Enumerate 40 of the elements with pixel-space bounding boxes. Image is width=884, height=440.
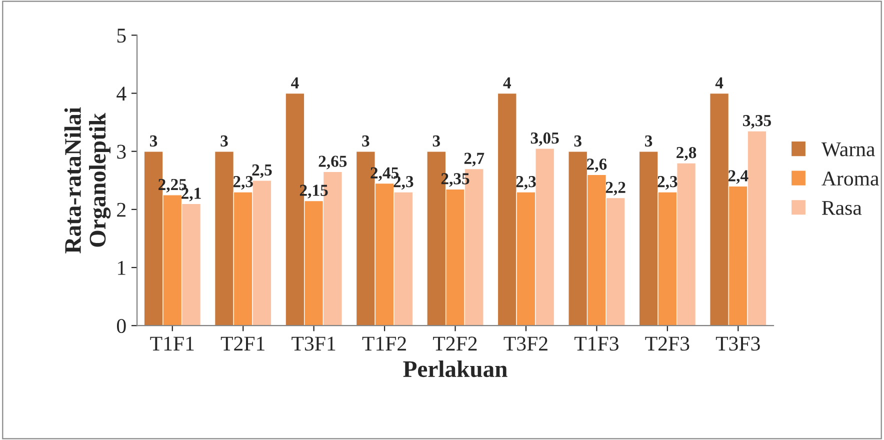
data-label: 2,2 (606, 182, 626, 196)
y-tick-label: 4 (116, 86, 126, 101)
legend-label: Warna (821, 142, 875, 156)
y-tick-label: 0 (116, 318, 126, 334)
data-label: 4 (715, 77, 724, 88)
data-label: 2,7 (464, 152, 484, 166)
data-label: 3 (432, 135, 440, 147)
x-tick-label: T1F1 (150, 336, 194, 350)
y-tick-label: 1 (118, 260, 126, 275)
x-tick-label: T3F2 (504, 336, 548, 351)
y-tick-label: 3 (117, 144, 126, 159)
data-label: 2,6 (586, 158, 607, 172)
data-label: 2,5 (252, 164, 272, 178)
x-axis-title: Perlakuan (403, 360, 508, 378)
x-tick-label: T1F2 (362, 336, 406, 350)
x-tick-label: T2F1 (220, 336, 264, 350)
data-label: 2,8 (676, 146, 696, 161)
data-label: 3 (362, 135, 370, 147)
data-label: 2,4 (728, 170, 748, 184)
data-label: 2,3 (658, 176, 678, 190)
data-label: 2,65 (318, 156, 347, 170)
x-tick-label: T3F1 (292, 336, 336, 351)
data-label: 3 (645, 135, 652, 147)
data-label: 2,3 (516, 176, 536, 190)
data-label: 3 (220, 135, 228, 147)
data-label: 3,05 (530, 132, 559, 146)
x-tick-label: T2F2 (433, 336, 477, 350)
data-label: 4 (291, 77, 299, 88)
data-label: 3,35 (743, 115, 771, 129)
x-tick-label: T2F3 (645, 336, 690, 351)
y-tick-label: 2 (117, 202, 126, 217)
data-label: 3 (574, 135, 582, 147)
x-tick-label: T3F3 (716, 336, 760, 351)
y-axis-title: Rata-rataNilai Organoleptik (64, 107, 111, 254)
data-label: 3 (150, 135, 158, 147)
x-tick-label: T1F3 (574, 336, 618, 351)
legend-label: Aroma (822, 172, 879, 186)
y-tick-label: 5 (117, 28, 126, 43)
data-label: 4 (503, 77, 511, 88)
legend-label: Rasa (822, 201, 862, 215)
